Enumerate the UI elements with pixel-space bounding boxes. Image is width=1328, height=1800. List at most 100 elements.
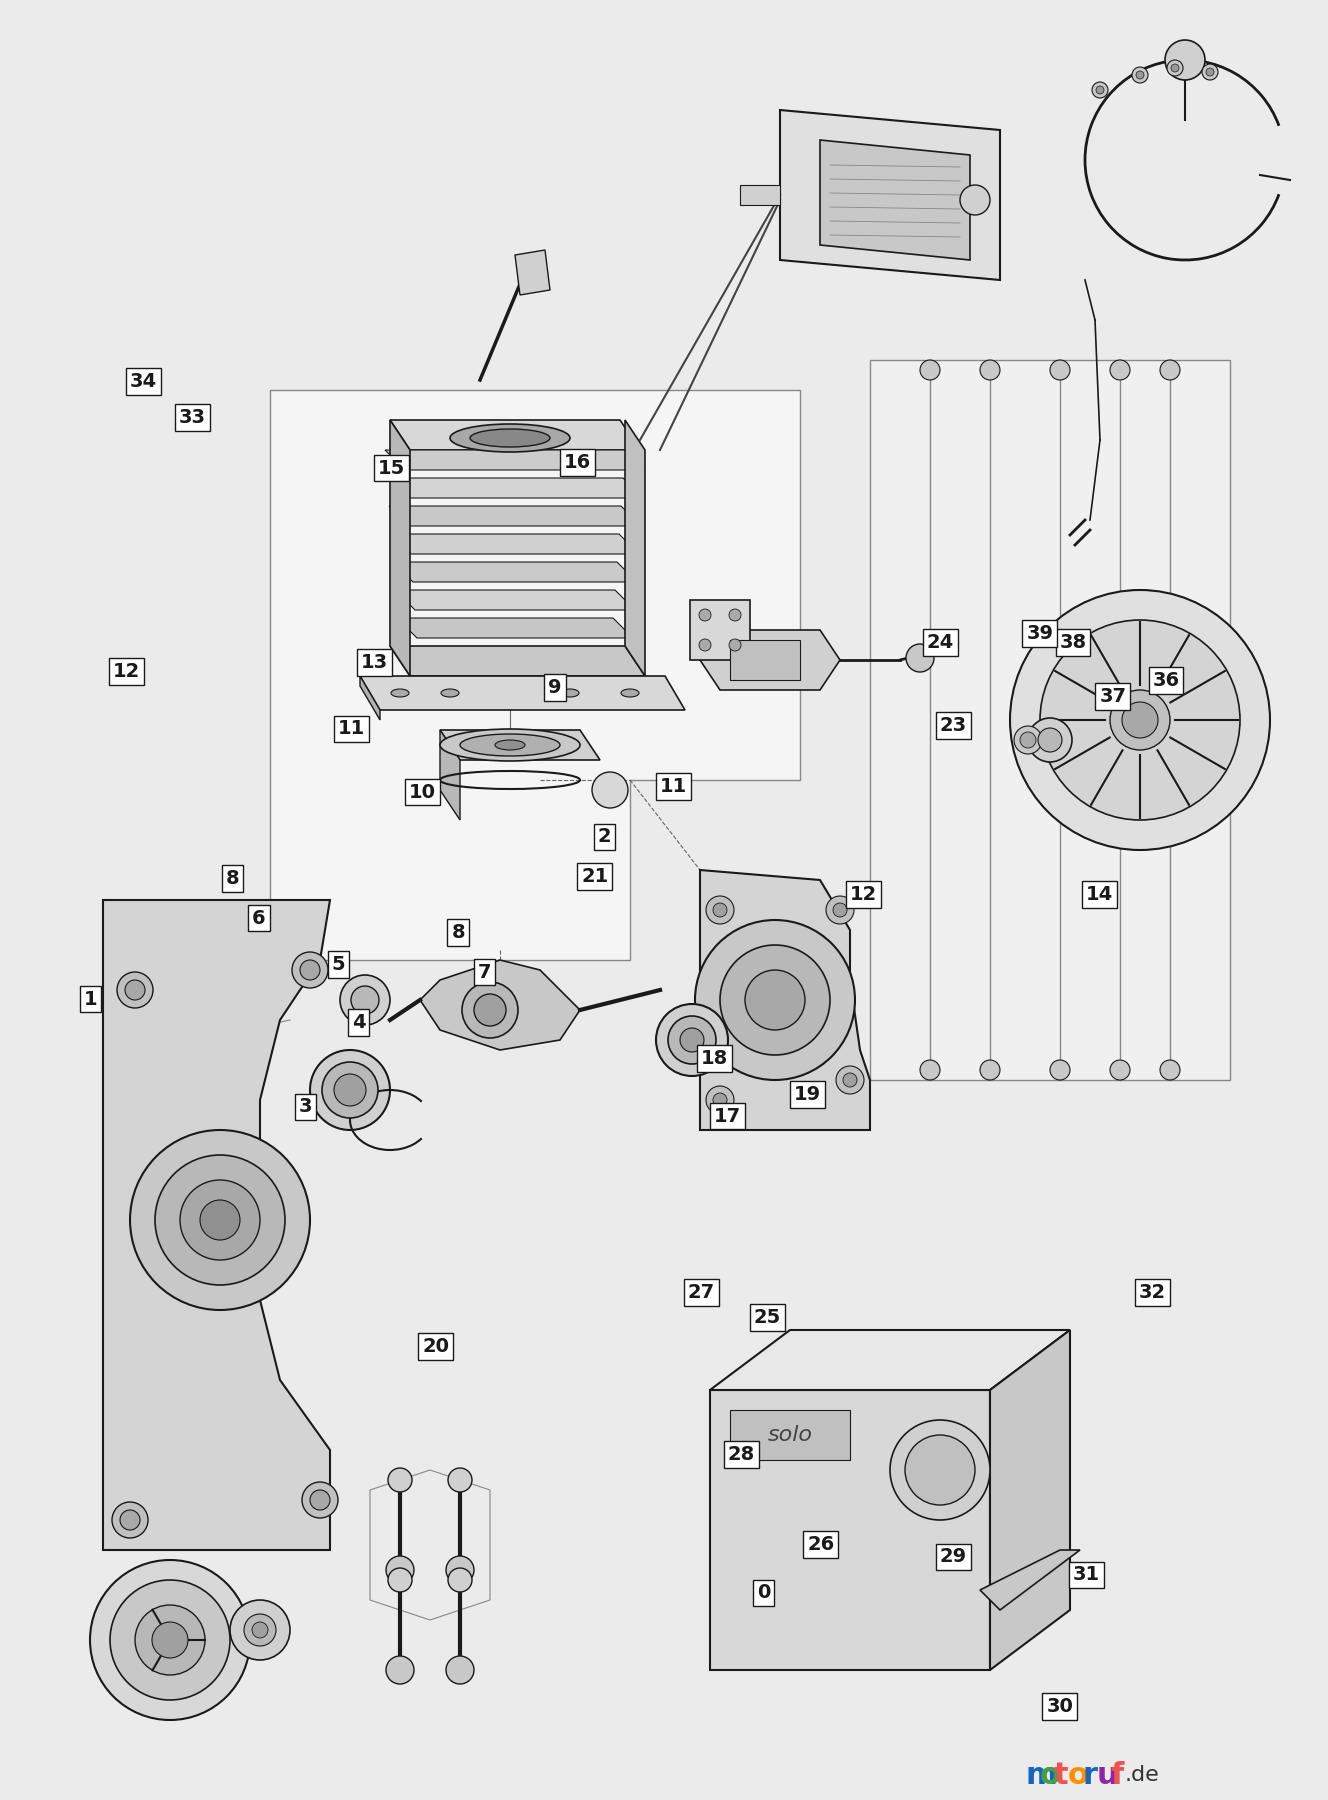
Circle shape [695, 920, 855, 1080]
Text: 24: 24 [927, 634, 954, 652]
Text: 7: 7 [478, 963, 491, 981]
Circle shape [920, 360, 940, 380]
Circle shape [699, 639, 710, 652]
Polygon shape [390, 535, 639, 554]
Circle shape [300, 959, 320, 979]
Text: 11: 11 [339, 720, 365, 738]
Circle shape [446, 1555, 474, 1584]
Circle shape [1110, 689, 1170, 751]
Circle shape [462, 983, 518, 1039]
Circle shape [706, 1085, 734, 1114]
Text: 38: 38 [1060, 634, 1086, 652]
Text: 30: 30 [1046, 1697, 1073, 1715]
Circle shape [386, 1555, 414, 1584]
Ellipse shape [560, 689, 579, 697]
Circle shape [1202, 65, 1218, 79]
Polygon shape [386, 479, 643, 499]
Text: t: t [1053, 1760, 1068, 1789]
Polygon shape [700, 869, 870, 1130]
Text: 6: 6 [252, 909, 266, 927]
Circle shape [745, 970, 805, 1030]
Circle shape [117, 972, 153, 1008]
Circle shape [729, 608, 741, 621]
Polygon shape [389, 506, 641, 526]
Circle shape [668, 1015, 716, 1064]
Polygon shape [360, 677, 380, 720]
Text: 36: 36 [1153, 671, 1179, 689]
Polygon shape [420, 959, 580, 1049]
Circle shape [699, 608, 710, 621]
Circle shape [1028, 718, 1072, 761]
Circle shape [130, 1130, 309, 1310]
Polygon shape [397, 617, 633, 637]
Text: 2: 2 [598, 828, 611, 846]
Circle shape [1096, 86, 1104, 94]
Text: 23: 23 [940, 716, 967, 734]
Polygon shape [385, 450, 645, 470]
Text: 29: 29 [940, 1548, 967, 1566]
Circle shape [1159, 360, 1181, 380]
Circle shape [706, 896, 734, 923]
Circle shape [448, 1568, 471, 1591]
Polygon shape [980, 1550, 1080, 1609]
Text: 34: 34 [130, 373, 157, 391]
Circle shape [335, 1075, 367, 1105]
Circle shape [244, 1615, 276, 1645]
Polygon shape [710, 1390, 989, 1670]
Circle shape [960, 185, 989, 214]
Polygon shape [390, 646, 645, 677]
Circle shape [351, 986, 378, 1013]
Polygon shape [104, 900, 329, 1550]
Circle shape [713, 904, 726, 916]
Polygon shape [700, 630, 841, 689]
Circle shape [680, 1028, 704, 1051]
Text: 5: 5 [332, 956, 345, 974]
Text: 1: 1 [84, 990, 97, 1008]
Circle shape [1122, 702, 1158, 738]
Polygon shape [780, 110, 1000, 281]
Text: 37: 37 [1100, 688, 1126, 706]
Circle shape [90, 1561, 250, 1721]
Text: 21: 21 [582, 868, 608, 886]
Circle shape [980, 360, 1000, 380]
Circle shape [1092, 83, 1108, 97]
Polygon shape [515, 250, 550, 295]
Circle shape [720, 945, 830, 1055]
Circle shape [904, 1435, 975, 1505]
Bar [730, 641, 799, 680]
Circle shape [292, 952, 328, 988]
Text: u: u [1097, 1760, 1118, 1789]
Circle shape [837, 1066, 865, 1094]
Circle shape [713, 1093, 726, 1107]
Circle shape [833, 904, 847, 916]
Polygon shape [390, 419, 410, 677]
Circle shape [729, 639, 741, 652]
Circle shape [1206, 68, 1214, 76]
Polygon shape [440, 731, 600, 760]
Polygon shape [393, 562, 637, 581]
Circle shape [309, 1049, 390, 1130]
Ellipse shape [470, 428, 550, 446]
Circle shape [1131, 67, 1147, 83]
Polygon shape [394, 590, 635, 610]
Circle shape [112, 1501, 147, 1537]
Text: 16: 16 [564, 454, 591, 472]
Text: 18: 18 [701, 1049, 728, 1067]
Text: 19: 19 [794, 1085, 821, 1103]
Bar [691, 599, 750, 661]
Circle shape [843, 1073, 857, 1087]
Polygon shape [710, 1330, 1070, 1390]
Circle shape [181, 1181, 260, 1260]
Text: r: r [1082, 1760, 1097, 1789]
Circle shape [110, 1580, 230, 1699]
Ellipse shape [495, 740, 525, 751]
Circle shape [388, 1469, 412, 1492]
Circle shape [920, 1060, 940, 1080]
Circle shape [1020, 733, 1036, 749]
Bar [740, 185, 780, 205]
Circle shape [151, 1622, 189, 1658]
Circle shape [980, 1060, 1000, 1080]
Circle shape [1050, 1060, 1070, 1080]
Text: m: m [1025, 1760, 1057, 1789]
Text: 26: 26 [807, 1535, 834, 1553]
